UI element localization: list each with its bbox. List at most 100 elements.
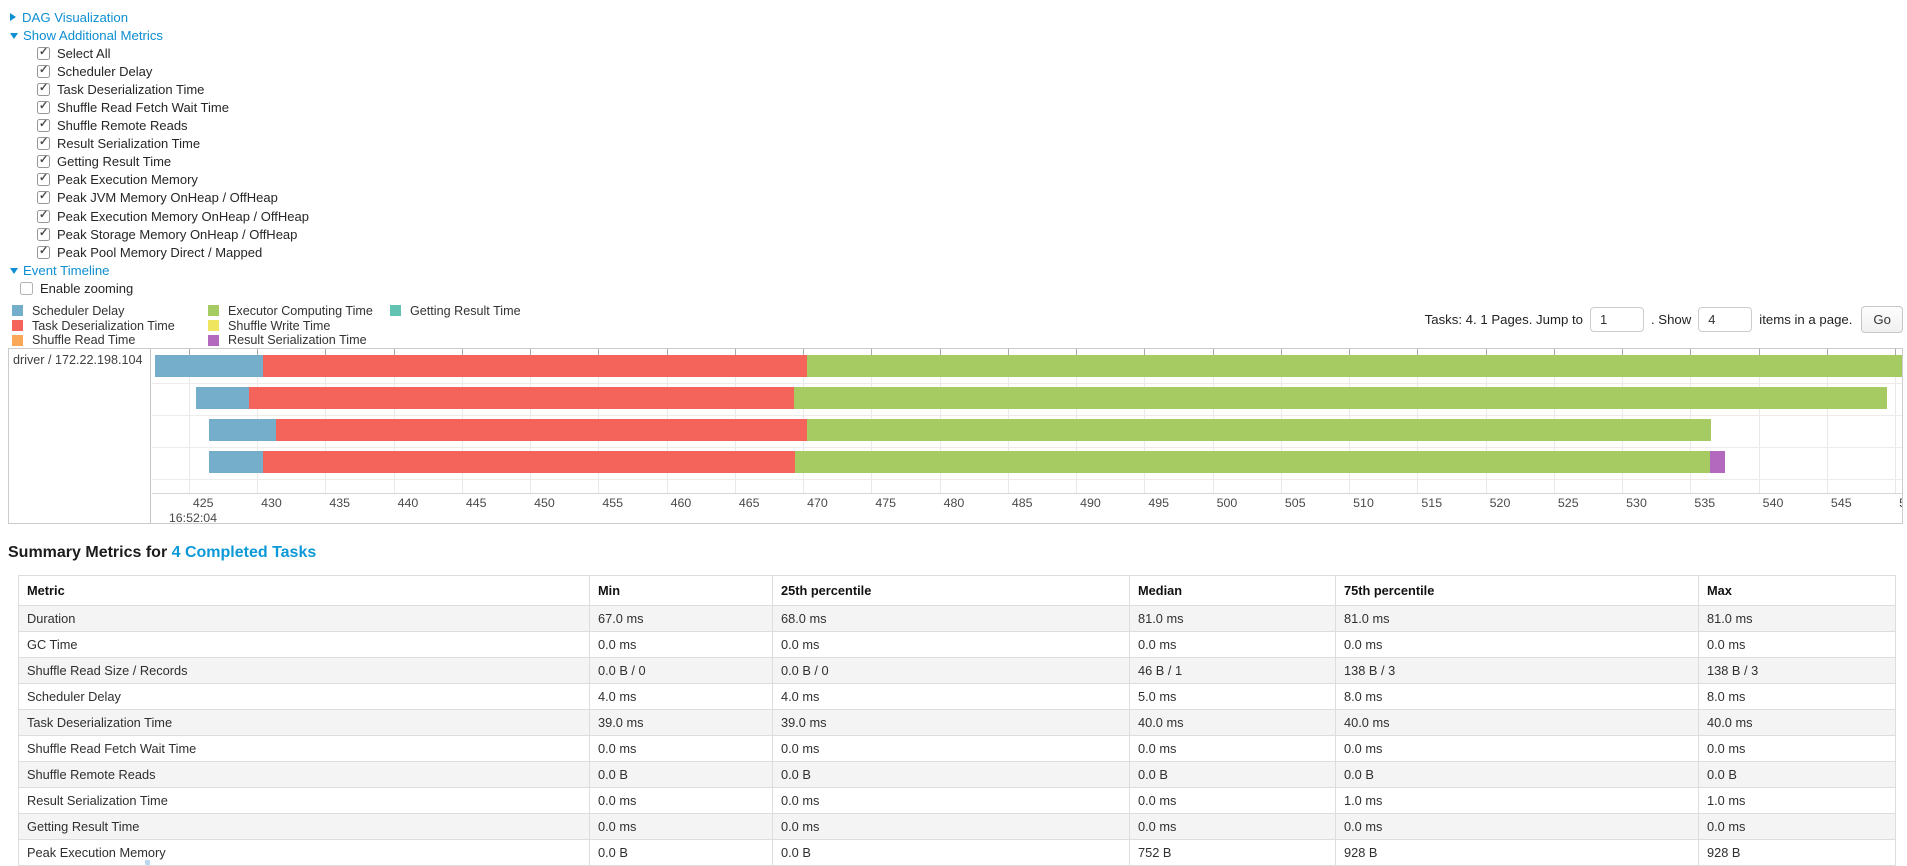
column-header: Median [1129,574,1336,606]
go-button[interactable]: Go [1861,305,1903,333]
top-tick [939,348,941,356]
summary-metrics-title: Summary Metrics for 4 Completed Tasks [8,544,1907,562]
top-tick [1826,348,1828,356]
axis-tick-label: 525 [1557,495,1579,510]
task-bar-0[interactable] [154,354,1902,377]
axis-tick-label: 540 [1762,495,1784,510]
metric-name-cell: Task Deserialization Time [18,708,590,736]
metric-checkbox-row[interactable]: Result Serialization Time [10,135,1907,153]
metric-value-cell: 46 B / 1 [1129,656,1336,684]
checkbox-checked-icon[interactable] [37,81,50,96]
metric-checkbox-label: Peak Execution Memory [57,172,198,188]
metrics-checkbox-list: Select All Scheduler Delay Task Deserializ… [10,44,1907,261]
metric-value-cell: 67.0 ms [589,604,773,632]
metric-value-cell: 138 B / 3 [1335,656,1699,684]
legend-swatch-icon [208,305,219,317]
metric-value-cell: 40.0 ms [1698,708,1896,736]
axis-tick-label: 520 [1489,495,1511,510]
top-tick [1553,348,1555,356]
metric-name-cell: Duration [18,604,590,632]
metric-checkbox-row[interactable]: Scheduler Delay [10,62,1907,80]
metric-checkbox-row[interactable]: Peak Pool Memory Direct / Mapped [10,243,1907,261]
checkbox-checked-icon[interactable] [37,135,50,151]
task-segment-scheduler_delay [154,354,263,377]
legend-column: Executor Computing Time Shuffle Write Tim… [208,304,390,348]
checkbox-checked-icon[interactable] [37,244,50,259]
legend-label: Result Serialization Time [228,333,367,348]
table-row: Scheduler Delay 4.0 ms 4.0 ms 5.0 ms 8.0 ms 8… [18,682,1896,710]
row-separator [152,478,1902,480]
axis-tick-label: 440 [397,495,419,510]
metric-value-cell: 4.0 ms [589,682,773,710]
axis-tick-label: 505 [1284,495,1306,510]
metric-checkbox-row[interactable]: Select All [10,44,1907,62]
metric-value-cell: 0.0 B [1129,760,1336,788]
metric-value-cell: 0.0 B [589,760,773,788]
axis-tick-label: 445 [465,495,487,510]
axis-tick-label: 450 [534,495,555,510]
checkbox-unchecked-icon[interactable] [20,281,33,295]
time-axis: 425 430 435 440 445 450 455 460 465 470 475 480 485 4… [152,494,1902,524]
metric-value-cell: 0.0 ms [772,734,1130,762]
metric-checkbox-row[interactable]: Shuffle Remote Reads [10,117,1907,135]
checkbox-checked-icon[interactable] [37,63,50,78]
jump-to-page-input[interactable] [1589,306,1644,332]
gridline [188,348,190,493]
metric-checkbox-row[interactable]: Peak Execution Memory OnHeap / OffHeap [10,207,1907,225]
checkbox-checked-icon[interactable] [37,189,50,205]
top-tick [1280,348,1282,356]
checkbox-checked-icon[interactable] [37,45,50,60]
metric-value-cell: 0.0 B [772,838,1130,866]
top-tick [393,348,395,356]
table-row: Peak Execution Memory 0.0 B 0.0 B 752 B 928 … [18,838,1896,866]
metric-value-cell: 0.0 ms [589,630,773,658]
top-tick [1417,348,1419,356]
show-additional-metrics-toggle[interactable]: Show Additional Metrics [10,26,1907,44]
metric-value-cell: 752 B [1129,838,1336,866]
legend-label: Task Deserialization Time [32,318,175,333]
task-bar-3[interactable] [209,450,1725,473]
metric-checkbox-label: Scheduler Delay [57,63,153,79]
metric-checkbox-row[interactable]: Getting Result Time [10,153,1907,171]
axis-tick-label: 470 [807,495,828,510]
items-per-page-input[interactable] [1698,306,1753,332]
column-header: Metric [18,574,590,606]
column-header: Min [589,574,773,606]
stage-controls: DAG Visualization Show Additional Metric… [0,0,1907,298]
axis-tick-label: 435 [329,495,351,510]
top-tick [1144,348,1146,356]
checkbox-checked-icon[interactable] [37,171,50,187]
top-tick [1007,348,1009,356]
metric-name-cell: GC Time [18,630,590,658]
completed-tasks-link[interactable]: 4 Completed Tasks [171,543,317,561]
checkbox-checked-icon[interactable] [37,208,50,223]
metric-name-cell: Getting Result Time [18,812,590,840]
metric-value-cell: 0.0 B [1698,760,1896,788]
checkbox-checked-icon[interactable] [37,226,50,241]
checkbox-checked-icon[interactable] [37,99,50,115]
task-bar-2[interactable] [209,418,1711,441]
event-timeline-toggle[interactable]: Event Timeline [10,261,1907,279]
task-segment-executor_computing [793,386,1887,409]
task-segment-result_serialization [1709,450,1725,473]
enable-zooming-row[interactable]: Enable zooming [10,279,1907,297]
axis-tick-label: 5 [1899,496,1902,510]
checkbox-checked-icon[interactable] [37,153,50,169]
task-bar-1[interactable] [195,386,1887,409]
axis-tick-label: 515 [1421,495,1443,510]
legend-label: Executor Computing Time [228,303,373,318]
table-row: Getting Result Time 0.0 ms 0.0 ms 0.0 ms 0.0… [18,812,1896,840]
checkbox-checked-icon[interactable] [37,117,50,133]
timeline-legend-area: Scheduler Delay Task Deserialization Time… [8,304,1907,348]
metric-checkbox-row[interactable]: Peak Execution Memory [10,171,1907,189]
dag-visualization-toggle[interactable]: DAG Visualization [10,8,1907,26]
metric-checkbox-row[interactable]: Task Deserialization Time [10,80,1907,98]
metric-checkbox-row[interactable]: Peak Storage Memory OnHeap / OffHeap [10,225,1907,243]
legend-swatch-icon [208,334,219,346]
metric-value-cell: 81.0 ms [1129,604,1336,632]
metric-checkbox-row[interactable]: Shuffle Read Fetch Wait Time [10,98,1907,116]
legend-item-executor_computing: Executor Computing Time [208,304,390,319]
legend-column: Scheduler Delay Task Deserialization Time… [12,304,208,348]
gridline [1758,348,1760,493]
metric-checkbox-row[interactable]: Peak JVM Memory OnHeap / OffHeap [10,189,1907,207]
